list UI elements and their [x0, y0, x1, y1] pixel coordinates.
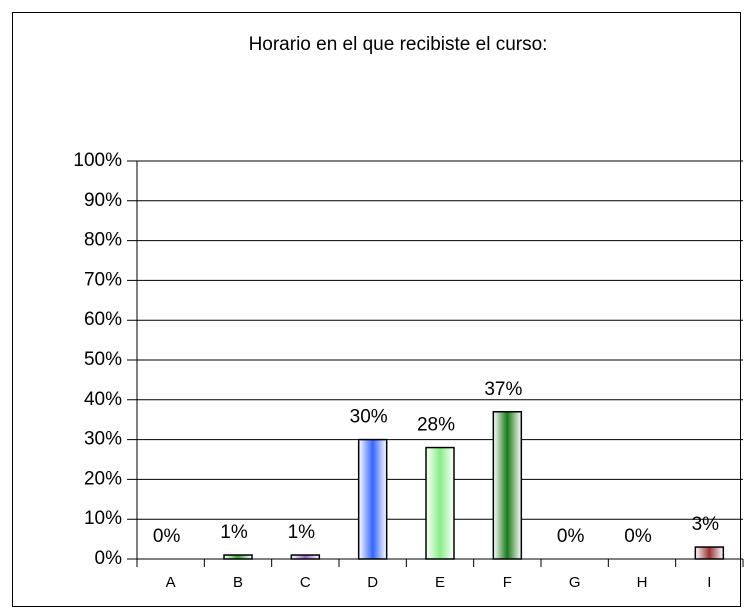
data-label: 0% [153, 526, 181, 547]
data-label: 1% [288, 522, 316, 543]
y-tick-label: 20% [84, 468, 122, 489]
y-tick-label: 100% [73, 150, 122, 171]
x-tick-label: C [300, 574, 311, 591]
data-label: 37% [484, 379, 522, 400]
y-tick-label: 70% [84, 269, 122, 290]
y-tick-label: 60% [84, 309, 122, 330]
bar [492, 410, 523, 560]
y-tick-label: 10% [84, 508, 122, 529]
x-tick-label: D [367, 574, 378, 591]
data-label: 0% [557, 526, 585, 547]
x-tick-label: H [637, 574, 648, 591]
data-label: 30% [350, 407, 388, 428]
data-label: 0% [624, 526, 652, 547]
y-tick-label: 90% [84, 190, 122, 211]
y-tick-label: 80% [84, 230, 122, 251]
bar [425, 446, 455, 560]
data-label: 3% [692, 514, 720, 535]
y-tick-label: 30% [84, 429, 122, 450]
bar [223, 554, 253, 560]
y-tick-label: 0% [95, 548, 123, 569]
x-tick-label: B [233, 574, 243, 591]
x-tick-label: I [707, 574, 711, 591]
data-label: 1% [220, 522, 248, 543]
bar [694, 546, 725, 560]
chart-title: Horario en el que recibiste el curso: [249, 34, 548, 55]
x-tick-label: G [569, 574, 581, 591]
data-label: 28% [417, 415, 455, 436]
bar [357, 438, 388, 560]
y-tick-label: 50% [84, 349, 122, 370]
y-tick-label: 40% [84, 389, 122, 410]
x-tick-label: E [435, 574, 445, 591]
x-tick-label: A [166, 574, 176, 591]
x-tick-label: F [503, 574, 512, 591]
bar [290, 554, 321, 560]
